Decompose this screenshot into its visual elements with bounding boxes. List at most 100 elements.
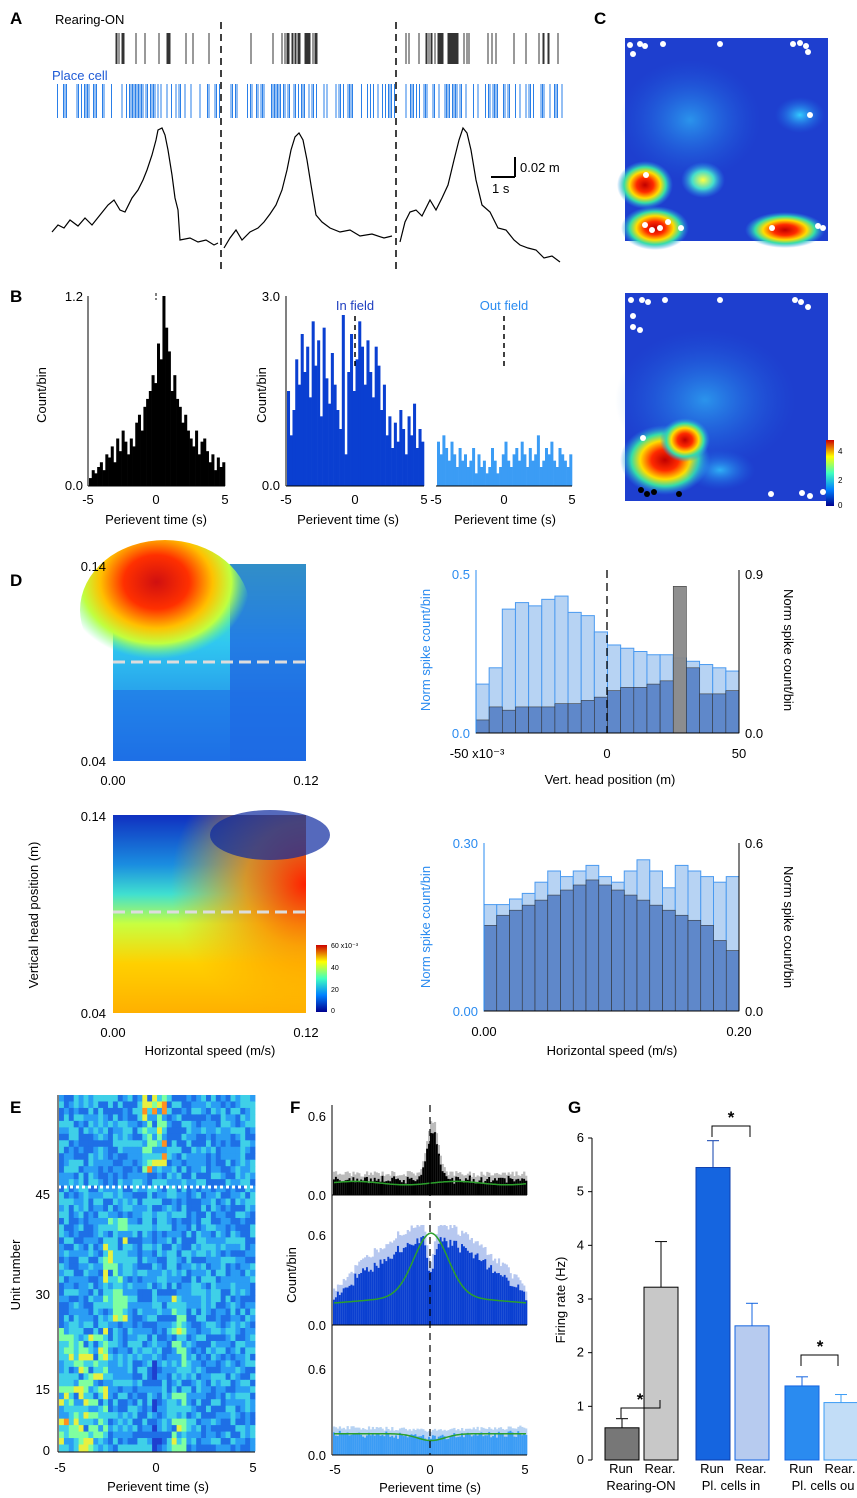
histogram-bar — [424, 1245, 427, 1325]
heatmap-cell — [68, 1425, 75, 1432]
heatmap-cell — [176, 1120, 182, 1128]
heatmap-cell — [157, 1237, 163, 1245]
heatmap-cell — [196, 1256, 202, 1264]
heatmap-cell — [83, 1172, 89, 1180]
histogram-bar — [342, 1288, 345, 1325]
heatmap-cell — [127, 1308, 133, 1316]
heatmap-cell — [59, 1159, 65, 1167]
heatmap-cell — [240, 1366, 246, 1374]
heatmap-cell — [68, 1353, 75, 1361]
heatmap-cell — [171, 1198, 177, 1206]
heatmap-cell — [88, 1405, 94, 1413]
colorbar-c-tick-2: 0 — [838, 501, 843, 510]
heatmap-cell — [230, 1159, 236, 1167]
heatmap-cell — [142, 1250, 148, 1258]
heatmap-cell — [88, 1107, 94, 1115]
heatmap-cell — [98, 1140, 104, 1148]
heatmap-cell — [93, 1386, 99, 1394]
heatmap-cell — [127, 1334, 133, 1342]
heatmap-cell — [235, 1438, 241, 1445]
heatmap-cell — [147, 1340, 153, 1348]
rearing-dot — [805, 304, 811, 310]
g-ytick-label: 0 — [577, 1452, 584, 1467]
heatmap-cell — [215, 1366, 222, 1374]
heatmap-cell — [83, 1243, 89, 1251]
heatmap-cell — [142, 1353, 148, 1361]
heatmap-cell — [235, 1159, 241, 1167]
heatmap-cell — [240, 1295, 246, 1303]
heatmap-cell — [142, 1179, 148, 1187]
heatmap-cell — [157, 1444, 163, 1452]
heatmap-cell — [112, 1159, 119, 1167]
histogram-bar — [513, 1436, 516, 1455]
heatmap-cell — [161, 1392, 168, 1400]
heatmap-cell — [171, 1366, 177, 1374]
heatmap-cell — [93, 1140, 99, 1148]
heatmap-cell — [240, 1250, 246, 1258]
heatmap-cell — [103, 1166, 109, 1174]
heatmap-cell — [142, 1321, 148, 1329]
histogram-bar — [391, 1435, 394, 1455]
heatmap-cell — [206, 1211, 212, 1219]
heatmap-cell — [152, 1172, 158, 1180]
d3-ytick-top: 0.14 — [81, 809, 106, 824]
heatmap-cell — [220, 1179, 226, 1187]
histogram-bar — [340, 1292, 343, 1325]
heatmap-cell — [142, 1399, 148, 1407]
histogram-bar — [373, 1435, 376, 1455]
rearing-dot — [649, 227, 655, 233]
histogram-bar — [381, 1263, 384, 1325]
heatmap-cell — [88, 1127, 94, 1135]
b2-bars — [287, 315, 425, 486]
heatmap-cell — [103, 1444, 109, 1452]
heatmap-cell — [117, 1263, 124, 1271]
heatmap-cell — [206, 1334, 212, 1342]
heatmap-cell — [59, 1444, 65, 1452]
heatmap-cell — [73, 1302, 79, 1309]
heatmap-cell — [171, 1263, 177, 1271]
heatmap-cell — [161, 1120, 168, 1128]
heatmap-cell — [59, 1334, 65, 1342]
histogram-bar — [525, 1300, 528, 1325]
heatmap-cell — [210, 1282, 217, 1290]
heatmap-cell — [73, 1237, 79, 1245]
heatmap-cell — [181, 1295, 187, 1303]
histogram-bar — [200, 441, 204, 486]
histogram-bar — [391, 448, 395, 486]
g-ytick-label: 1 — [577, 1398, 584, 1413]
heatmap-cell — [142, 1224, 148, 1232]
heatmap-cell — [250, 1217, 256, 1225]
heatmap-cell — [186, 1315, 192, 1322]
heatmap-cell — [210, 1095, 217, 1102]
heatmap-cell — [112, 1127, 119, 1135]
heatmap-cell — [161, 1166, 168, 1174]
histogram-bar — [513, 1286, 516, 1325]
heatmap-cell — [98, 1133, 104, 1141]
heatmap-cell — [181, 1379, 187, 1387]
heatmap-cell — [88, 1198, 94, 1206]
heatmap-cell — [117, 1205, 124, 1212]
heatmap-cell — [93, 1230, 99, 1238]
b2-ytick-bottom: 0.0 — [262, 478, 280, 493]
b2-xtick-0: -5 — [280, 492, 292, 507]
histogram-bar — [482, 1260, 485, 1325]
heatmap-cell — [210, 1360, 217, 1368]
heatmap-cell — [201, 1250, 207, 1258]
histogram-bar — [466, 1179, 470, 1195]
heatmap-cell — [245, 1120, 251, 1128]
heatmap-cell — [171, 1205, 177, 1212]
heatmap-cell — [147, 1217, 153, 1225]
heatmap-cell — [181, 1159, 187, 1167]
g-sig-bracket-2 — [711, 1125, 751, 1137]
histogram-bar — [496, 473, 500, 486]
heatmap-cell — [68, 1444, 75, 1452]
dark-series-bar — [547, 894, 561, 1012]
heatmap-cell — [225, 1366, 231, 1374]
heatmap-cell — [171, 1185, 177, 1193]
heatmap-cell — [176, 1321, 182, 1329]
heatmap-cell — [142, 1217, 148, 1225]
heatmap-cell — [68, 1399, 75, 1407]
heatmap-cell — [112, 1133, 119, 1141]
heatmap-cell — [108, 1353, 114, 1361]
histogram-bar — [358, 1180, 361, 1195]
